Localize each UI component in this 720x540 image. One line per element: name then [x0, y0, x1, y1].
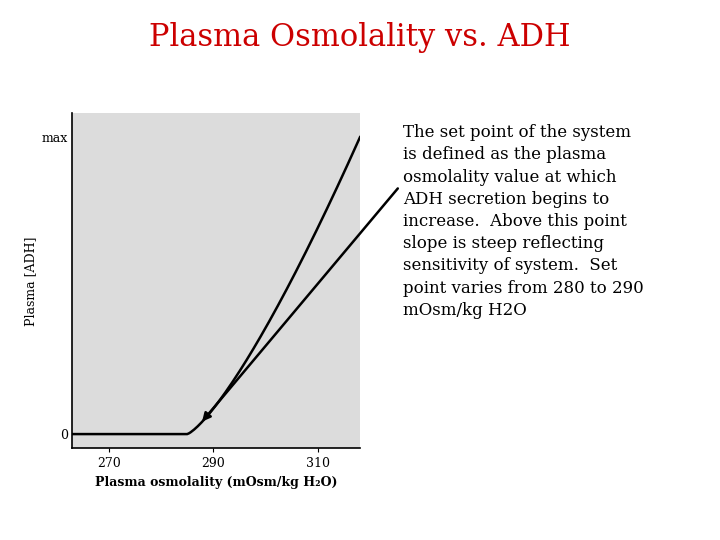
- Text: The set point of the system
is defined as the plasma
osmolality value at which
A: The set point of the system is defined a…: [403, 124, 644, 319]
- X-axis label: Plasma osmolality (mOsm/kg H₂O): Plasma osmolality (mOsm/kg H₂O): [95, 476, 337, 489]
- Y-axis label: Plasma [ADH]: Plasma [ADH]: [24, 236, 37, 326]
- Text: Plasma Osmolality vs. ADH: Plasma Osmolality vs. ADH: [149, 22, 571, 52]
